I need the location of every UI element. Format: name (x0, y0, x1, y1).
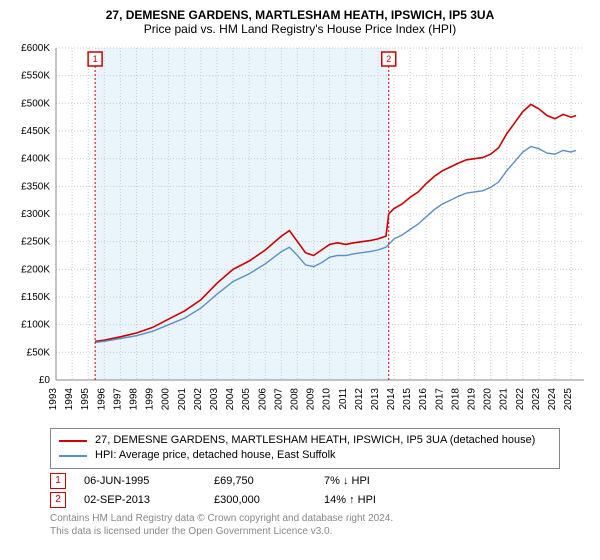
svg-text:£550K: £550K (21, 71, 50, 82)
svg-text:£450K: £450K (21, 126, 50, 137)
chart-container: 27, DEMESNE GARDENS, MARTLESHAM HEATH, I… (0, 0, 600, 544)
svg-text:2012: 2012 (354, 388, 365, 411)
svg-text:2004: 2004 (225, 388, 236, 411)
svg-text:1995: 1995 (80, 388, 91, 411)
svg-text:1: 1 (93, 54, 98, 64)
legend-swatch (59, 455, 87, 457)
svg-text:2008: 2008 (289, 388, 300, 411)
svg-text:2001: 2001 (177, 388, 188, 411)
svg-text:1993: 1993 (48, 388, 59, 411)
svg-text:2005: 2005 (241, 388, 252, 411)
svg-text:£350K: £350K (21, 181, 50, 192)
svg-text:£400K: £400K (21, 154, 50, 165)
svg-text:2020: 2020 (483, 388, 494, 411)
svg-text:£250K: £250K (21, 237, 50, 248)
svg-text:2025: 2025 (563, 388, 574, 411)
svg-text:1998: 1998 (128, 388, 139, 411)
svg-text:2015: 2015 (402, 388, 413, 411)
svg-text:2014: 2014 (386, 388, 397, 411)
legend-item: HPI: Average price, detached house, East… (59, 448, 551, 463)
svg-text:2000: 2000 (161, 388, 172, 411)
line-chart: £0 £50K £100K £150K £200K £250K £300K £350K £400… (10, 42, 590, 422)
svg-text:1997: 1997 (112, 388, 123, 411)
svg-text:2003: 2003 (209, 388, 220, 411)
svg-text:2: 2 (386, 54, 391, 64)
legend: 27, DEMESNE GARDENS, MARTLESHAM HEATH, I… (50, 428, 560, 469)
svg-text:£600K: £600K (21, 43, 50, 54)
svg-text:2009: 2009 (306, 388, 317, 411)
svg-text:£0: £0 (39, 375, 51, 386)
footer-line-1: Contains HM Land Registry data © Crown c… (50, 512, 590, 525)
transaction-pct: 7% ↓ HPI (324, 475, 444, 487)
svg-text:1996: 1996 (96, 388, 107, 411)
svg-text:2016: 2016 (418, 388, 429, 411)
svg-text:£100K: £100K (21, 320, 50, 331)
svg-text:2013: 2013 (370, 388, 381, 411)
svg-text:2002: 2002 (193, 388, 204, 411)
legend-item: 27, DEMESNE GARDENS, MARTLESHAM HEATH, I… (59, 433, 551, 448)
svg-text:2007: 2007 (273, 388, 284, 411)
legend-swatch (59, 440, 87, 442)
svg-text:2011: 2011 (338, 388, 349, 410)
svg-text:£150K: £150K (21, 292, 50, 303)
svg-text:1994: 1994 (64, 388, 75, 411)
svg-text:£200K: £200K (21, 264, 50, 275)
transaction-pct: 14% ↑ HPI (324, 494, 444, 506)
svg-text:2019: 2019 (467, 388, 478, 411)
svg-text:2017: 2017 (434, 388, 445, 411)
svg-text:1999: 1999 (145, 388, 156, 411)
svg-text:2023: 2023 (531, 388, 542, 411)
chart-title: 27, DEMESNE GARDENS, MARTLESHAM HEATH, I… (10, 8, 590, 22)
svg-text:2021: 2021 (499, 388, 510, 411)
footer-line-2: This data is licensed under the Open Gov… (50, 525, 590, 538)
svg-text:2022: 2022 (515, 388, 526, 411)
svg-text:2024: 2024 (547, 388, 558, 411)
svg-text:£50K: £50K (27, 347, 51, 358)
transaction-marker-badge: 2 (50, 492, 66, 508)
transactions-list: 1 06-JUN-1995£69,7507% ↓ HPI 2 02-SEP-2013£… (10, 473, 590, 508)
svg-text:£300K: £300K (21, 209, 50, 220)
chart-area: £0 £50K £100K £150K £200K £250K £300K £350K £400… (10, 42, 590, 422)
transaction-row: 1 06-JUN-1995£69,7507% ↓ HPI (50, 473, 590, 489)
chart-subtitle: Price paid vs. HM Land Registry's House … (10, 22, 590, 36)
transaction-price: £300,000 (214, 494, 324, 506)
transaction-price: £69,750 (214, 475, 324, 487)
svg-text:2006: 2006 (257, 388, 268, 411)
svg-text:£500K: £500K (21, 98, 50, 109)
transaction-marker-badge: 1 (50, 473, 66, 489)
footer-attribution: Contains HM Land Registry data © Crown c… (50, 512, 590, 538)
svg-text:2018: 2018 (450, 388, 461, 411)
legend-label: HPI: Average price, detached house, East… (95, 448, 336, 463)
legend-label: 27, DEMESNE GARDENS, MARTLESHAM HEATH, I… (95, 433, 535, 448)
svg-text:2010: 2010 (322, 388, 333, 411)
transaction-date: 02-SEP-2013 (84, 494, 214, 506)
transaction-row: 2 02-SEP-2013£300,00014% ↑ HPI (50, 492, 590, 508)
transaction-date: 06-JUN-1995 (84, 475, 214, 487)
